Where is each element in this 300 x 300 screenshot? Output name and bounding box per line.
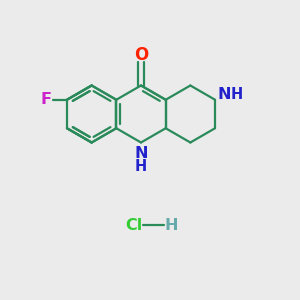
Text: F: F	[40, 92, 52, 107]
Text: H: H	[231, 87, 243, 102]
Text: N: N	[134, 146, 148, 161]
Text: H: H	[164, 218, 178, 232]
Text: N: N	[218, 87, 231, 102]
Text: O: O	[134, 46, 148, 64]
Text: H: H	[135, 159, 147, 174]
Text: Cl: Cl	[125, 218, 142, 232]
